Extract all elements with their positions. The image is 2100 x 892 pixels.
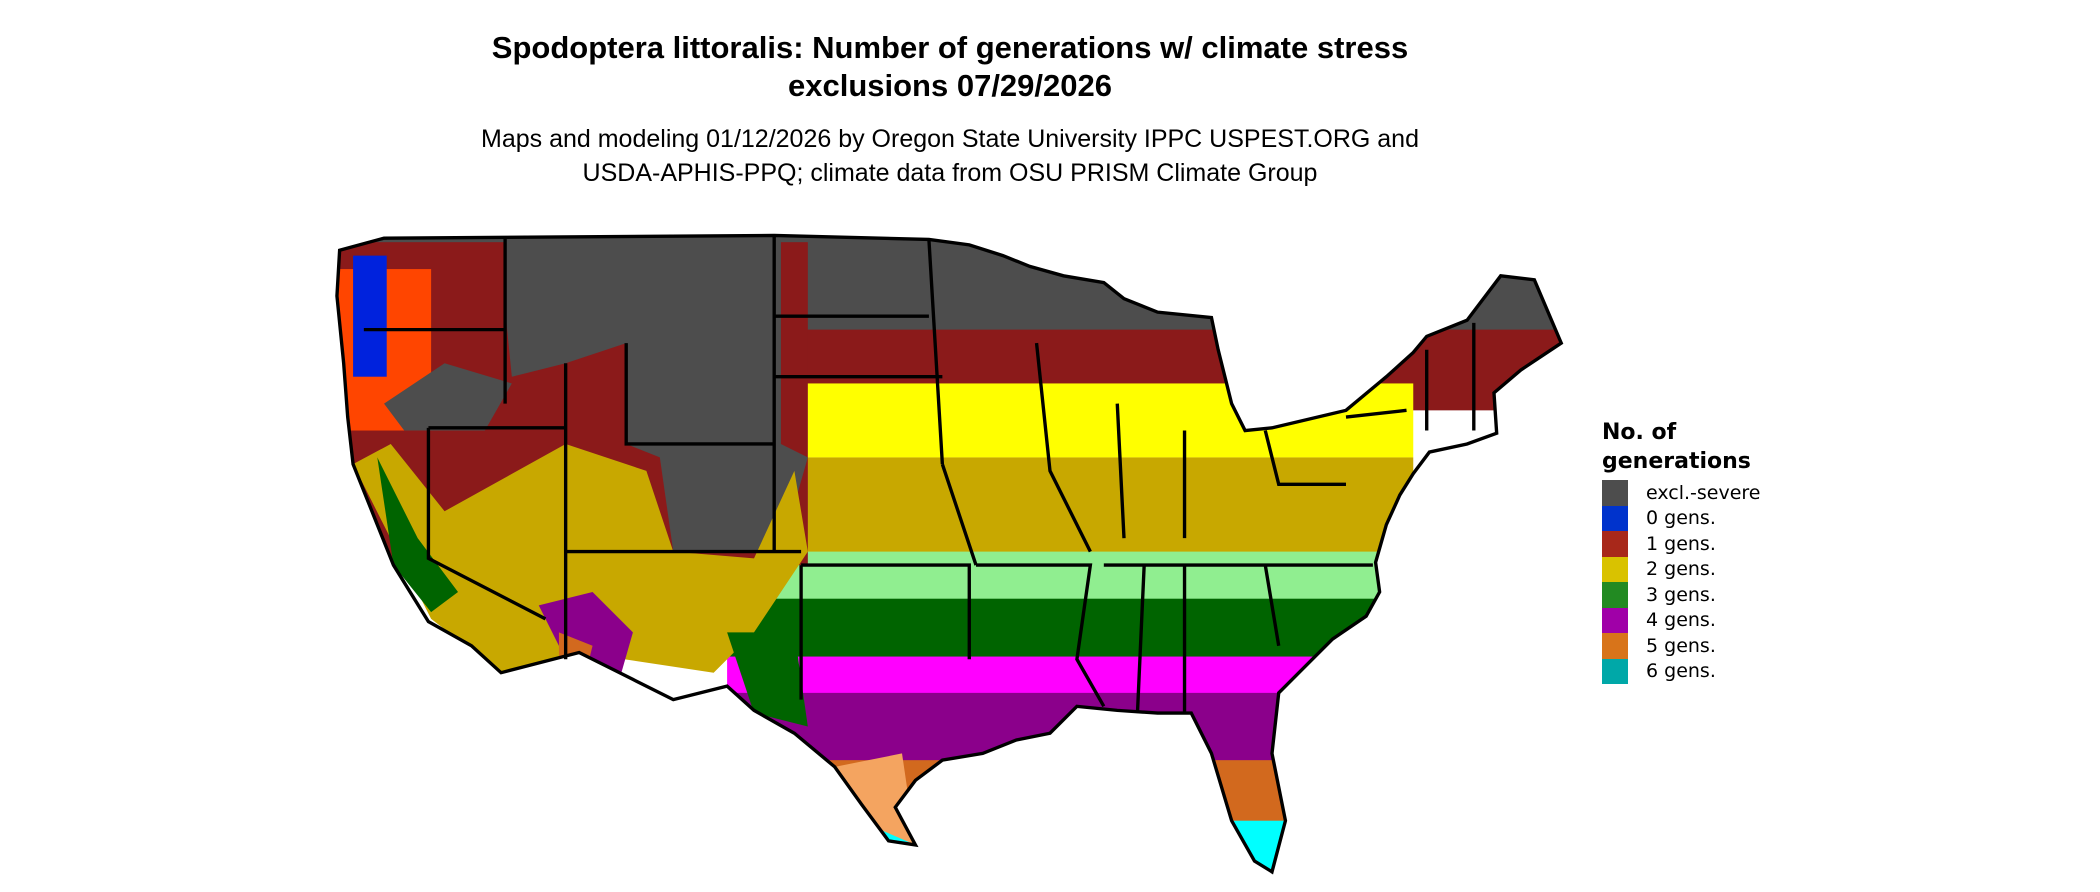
legend-title-line2: generations — [1602, 449, 1751, 474]
legend-title-line1: No. of — [1602, 420, 1677, 445]
legend-item: 6 gens. — [1602, 658, 1761, 684]
zone-nevada-excluded — [384, 363, 512, 431]
legend-item: 0 gens. — [1602, 505, 1761, 531]
legend-label: 4 gens. — [1646, 609, 1716, 632]
legend-swatch — [1602, 582, 1628, 608]
legend-item: 5 gens. — [1602, 633, 1761, 659]
zone-3gen-dark — [727, 598, 1400, 660]
legend-item: 4 gens. — [1602, 607, 1761, 633]
zone-2gen-dark — [794, 457, 1414, 559]
state-borders — [335, 233, 1563, 874]
zone-cal-3gen — [377, 457, 459, 613]
legend-swatch — [1602, 505, 1628, 531]
zone-pnw-0gen — [353, 255, 387, 377]
legend-label: 3 gens. — [1646, 583, 1716, 606]
legend-swatch — [1602, 480, 1628, 506]
legend-swatch — [1602, 633, 1628, 659]
legend-label: 5 gens. — [1646, 634, 1716, 657]
zone-texas-3gen — [727, 632, 808, 727]
legend-label: 6 gens. — [1646, 660, 1716, 683]
zone-southwest-2gen — [353, 443, 808, 673]
map-subtitle-line1: Maps and modeling 01/12/2026 by Oregon S… — [481, 125, 1419, 153]
map-subtitle-line2: USDA-APHIS-PPQ; climate data from OSU PR… — [582, 159, 1318, 187]
zone-3gen-light — [754, 551, 1400, 606]
legend-item: 3 gens. — [1602, 582, 1761, 608]
map-title-line1: Spodoptera littoralis: Number of generat… — [491, 30, 1409, 65]
legend-item: 2 gens. — [1602, 556, 1761, 582]
legend-swatch — [1602, 607, 1628, 633]
zone-2gen-light — [794, 383, 1414, 458]
legend-label: excl.-severe — [1646, 481, 1761, 504]
zone-desert-4gen — [538, 591, 633, 680]
legend-item: excl.-severe — [1602, 480, 1761, 506]
legend-label: 2 gens. — [1646, 558, 1716, 581]
legend-label: 0 gens. — [1646, 507, 1716, 530]
zone-4gen-light — [727, 656, 1400, 697]
legend: No. of generations excl.-severe 0 gens. 1 … — [1602, 418, 1761, 684]
zone-4gen-dark — [727, 692, 1400, 767]
zone-southtexas-5gen-light — [834, 753, 916, 845]
legend-label: 1 gens. — [1646, 532, 1716, 555]
legend-swatch — [1602, 531, 1628, 557]
legend-item: 1 gens. — [1602, 531, 1761, 557]
state-border-lines — [363, 235, 1476, 714]
legend-swatch — [1602, 658, 1628, 684]
legend-swatch — [1602, 556, 1628, 582]
map-title-line2: exclusions 07/29/2026 — [787, 68, 1112, 103]
zone-rockies-excluded — [505, 239, 808, 552]
